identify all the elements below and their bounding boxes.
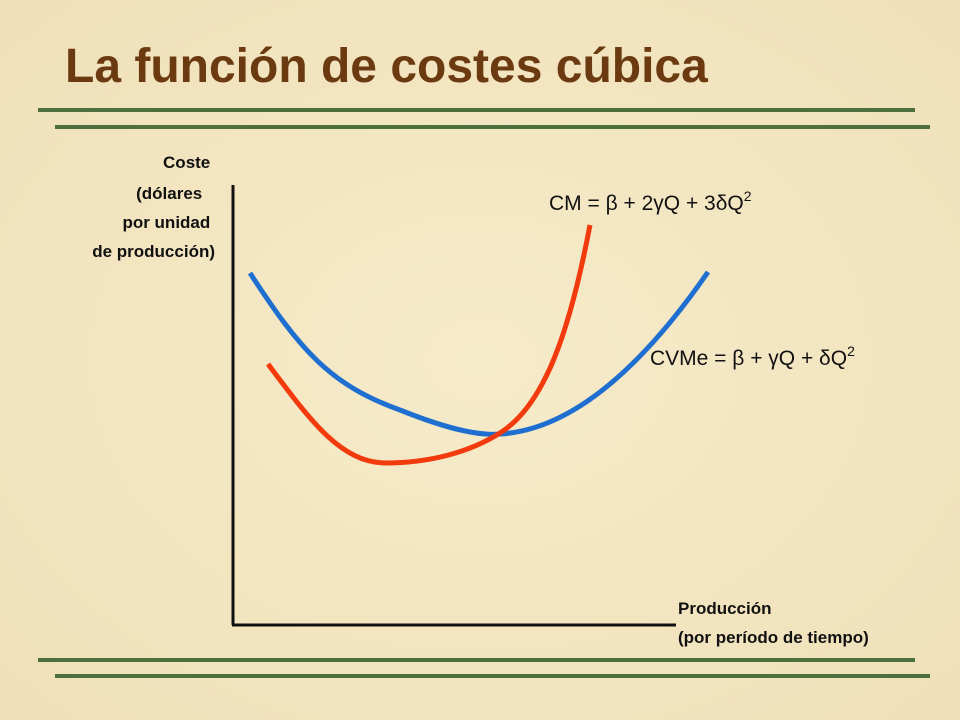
y-axis-label: Coste (dólares por unidad de producción) — [92, 153, 215, 261]
rules — [38, 108, 930, 678]
label-line: Coste — [163, 153, 210, 172]
label-line: por unidad — [122, 213, 210, 232]
cvme-curve — [247, 270, 711, 437]
label-line: (dólares — [136, 184, 202, 203]
label-line: Producción — [678, 599, 772, 618]
cvme-label: CVMe = β + γQ + δQ2 — [650, 343, 855, 370]
cm-label: CM = β + 2γQ + 3δQ2 — [549, 188, 752, 215]
x-axis-label: Producción (por período de tiempo) — [678, 599, 869, 647]
equation: CVMe = β + γQ + δQ — [650, 347, 847, 370]
cm-curve — [265, 224, 593, 466]
exponent: 2 — [744, 188, 752, 204]
label-line: (por período de tiempo) — [678, 628, 869, 647]
label-line: de producción) — [92, 242, 215, 261]
axes — [231, 185, 676, 627]
equation: CM = β + 2γQ + 3δQ — [549, 192, 744, 215]
slide-title: La función de costes cúbica — [65, 40, 708, 93]
exponent: 2 — [847, 343, 855, 359]
